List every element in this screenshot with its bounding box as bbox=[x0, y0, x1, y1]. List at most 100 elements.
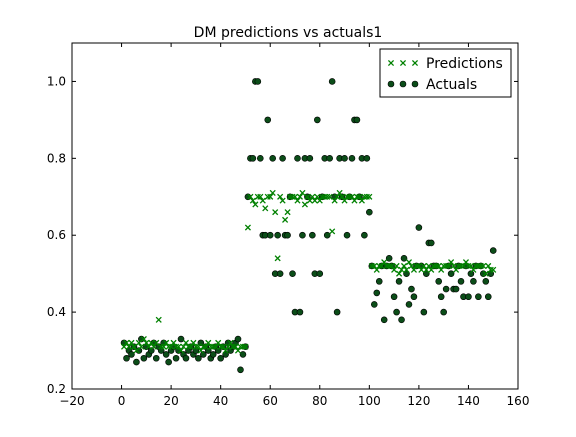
x-tick-label: 100 bbox=[358, 394, 381, 408]
prediction-point bbox=[396, 270, 403, 277]
prediction-point bbox=[212, 343, 219, 350]
prediction-point bbox=[294, 197, 301, 204]
prediction-point bbox=[140, 335, 147, 343]
legend-marker-o bbox=[411, 80, 419, 88]
actual-point bbox=[165, 358, 172, 366]
prediction-point bbox=[351, 197, 358, 204]
prediction-point bbox=[234, 347, 242, 354]
prediction-point bbox=[229, 343, 237, 350]
prediction-point bbox=[160, 343, 167, 350]
actual-point bbox=[484, 293, 492, 301]
actual-point bbox=[204, 347, 212, 354]
prediction-point bbox=[277, 193, 284, 200]
actual-point bbox=[408, 285, 415, 293]
prediction-point bbox=[282, 216, 289, 223]
prediction-point bbox=[187, 343, 194, 350]
plot-frame bbox=[71, 42, 519, 390]
actual-point bbox=[420, 308, 428, 316]
prediction-point bbox=[378, 262, 385, 270]
prediction-point bbox=[408, 262, 415, 270]
actual-point bbox=[333, 308, 341, 316]
chart-title: DM predictions vs actuals1 bbox=[194, 25, 383, 41]
prediction-point bbox=[314, 193, 321, 200]
prediction-point bbox=[296, 193, 304, 200]
actual-point bbox=[172, 354, 180, 362]
prediction-point bbox=[249, 197, 256, 204]
actual-point bbox=[237, 366, 244, 374]
actual-point bbox=[410, 293, 418, 301]
prediction-point bbox=[321, 193, 328, 200]
actual-point bbox=[294, 155, 301, 162]
actual-point bbox=[195, 354, 202, 362]
actual-point bbox=[385, 254, 393, 262]
prediction-point bbox=[274, 255, 281, 262]
x-tick-label: 0 bbox=[118, 394, 126, 408]
prediction-point bbox=[460, 262, 467, 270]
actual-point bbox=[326, 155, 333, 162]
prediction-point bbox=[448, 259, 455, 266]
prediction-point bbox=[205, 339, 212, 346]
prediction-point bbox=[267, 193, 274, 200]
prediction-point bbox=[391, 266, 398, 273]
prediction-point bbox=[284, 209, 291, 216]
prediction-point bbox=[289, 193, 296, 200]
prediction-point bbox=[215, 339, 222, 346]
x-tick-label: −20 bbox=[59, 394, 84, 408]
legend-label: Actuals bbox=[426, 77, 477, 93]
prediction-point bbox=[420, 262, 427, 270]
actual-point bbox=[234, 335, 242, 343]
actual-point bbox=[276, 270, 284, 277]
actual-point bbox=[289, 270, 296, 277]
prediction-point bbox=[353, 193, 361, 200]
actual-point bbox=[465, 293, 472, 301]
legend-entry-predictions: Predictions bbox=[387, 56, 503, 72]
actual-point bbox=[128, 351, 135, 358]
prediction-point bbox=[433, 262, 440, 270]
prediction-point bbox=[423, 266, 430, 273]
prediction-point bbox=[316, 197, 323, 204]
actual-point bbox=[415, 224, 423, 231]
actual-point bbox=[269, 155, 277, 162]
prediction-point bbox=[247, 193, 254, 200]
prediction-point bbox=[244, 224, 251, 231]
actual-point bbox=[147, 347, 155, 354]
prediction-point bbox=[272, 209, 279, 216]
prediction-point bbox=[123, 339, 130, 346]
prediction-point bbox=[376, 262, 383, 270]
actual-point bbox=[366, 208, 373, 216]
actual-point bbox=[162, 351, 170, 358]
prediction-point bbox=[192, 343, 199, 350]
prediction-point bbox=[168, 343, 175, 350]
prediction-point bbox=[225, 343, 232, 350]
actual-point bbox=[279, 155, 286, 162]
prediction-point bbox=[472, 262, 479, 270]
prediction-point bbox=[239, 343, 247, 350]
actual-point bbox=[405, 301, 413, 308]
actual-point bbox=[296, 308, 304, 316]
prediction-point bbox=[232, 343, 239, 350]
prediction-point bbox=[197, 347, 204, 354]
prediction-point bbox=[425, 262, 432, 270]
prediction-point bbox=[153, 339, 160, 346]
prediction-point bbox=[435, 262, 442, 270]
prediction-point bbox=[415, 262, 422, 270]
prediction-point bbox=[301, 201, 308, 208]
prediction-point bbox=[148, 339, 155, 346]
actual-point bbox=[400, 254, 408, 262]
prediction-point bbox=[259, 197, 266, 204]
prediction-point bbox=[455, 262, 462, 270]
prediction-point bbox=[403, 266, 410, 273]
prediction-point bbox=[200, 343, 207, 350]
actual-point bbox=[393, 308, 400, 316]
prediction-point bbox=[165, 343, 172, 350]
prediction-point bbox=[363, 193, 370, 200]
prediction-point bbox=[343, 193, 351, 200]
actual-point bbox=[254, 78, 262, 85]
x-tick-label: 60 bbox=[263, 394, 278, 408]
actual-point bbox=[447, 270, 455, 277]
actual-point bbox=[427, 239, 435, 247]
prediction-point bbox=[452, 266, 460, 273]
prediction-point bbox=[487, 266, 494, 273]
